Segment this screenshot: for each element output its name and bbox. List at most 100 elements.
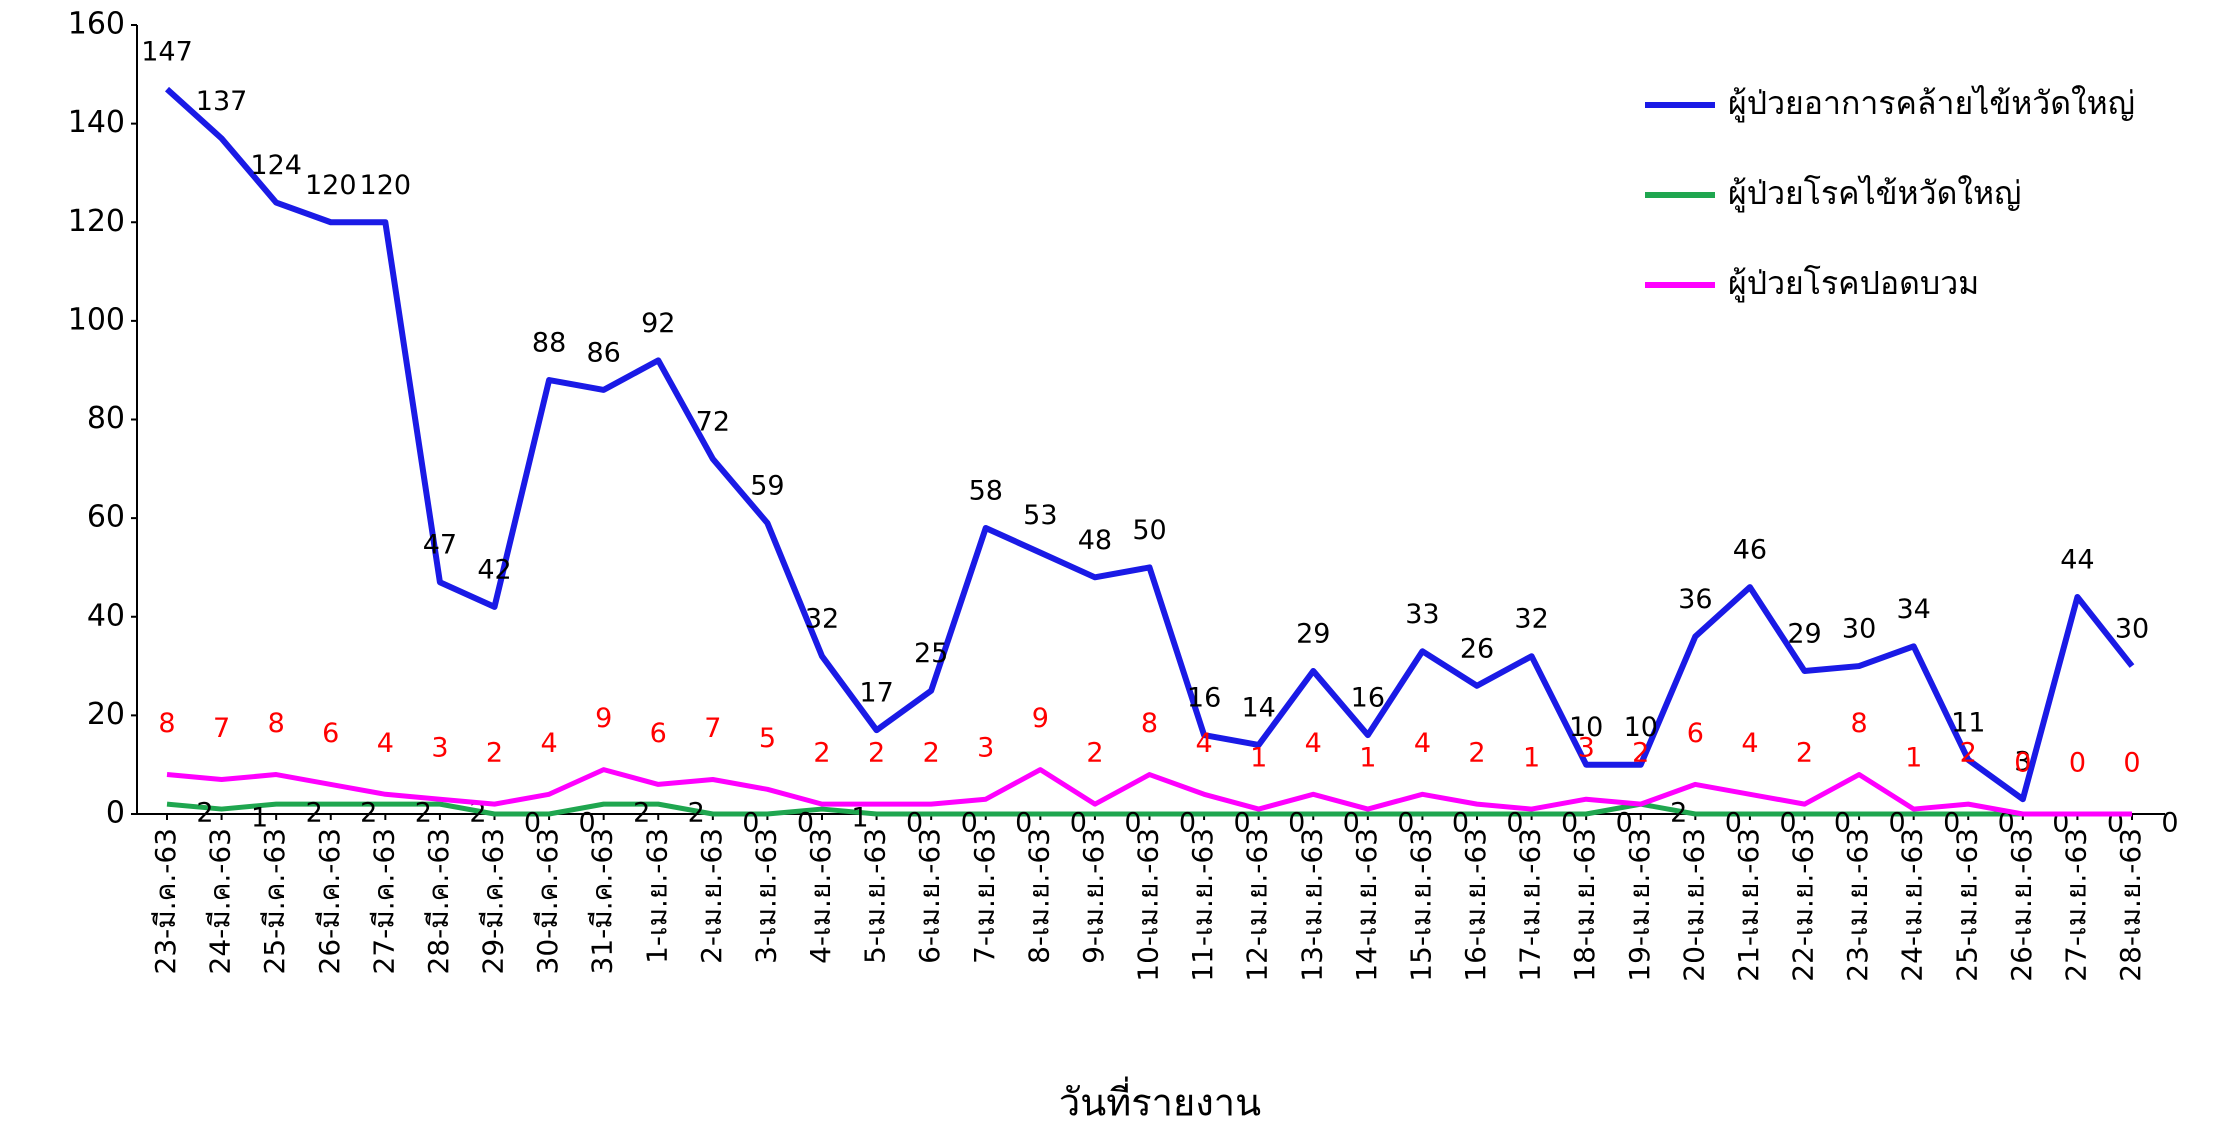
- data-label: 120: [305, 170, 357, 201]
- data-label: 2: [1670, 798, 1687, 829]
- data-label: 4: [540, 728, 557, 759]
- series-line: [166, 767, 2132, 817]
- data-label: 1: [1523, 743, 1540, 774]
- y-tick-label: 60: [87, 500, 125, 535]
- x-tick-label: 15-เม.ย.-63: [1404, 828, 1437, 982]
- data-label: 88: [532, 328, 566, 359]
- data-label: 0: [1888, 808, 1905, 839]
- data-label: 8: [158, 708, 175, 739]
- data-label: 6: [322, 718, 339, 749]
- x-tick-label: 17-เม.ย.-63: [1514, 828, 1547, 982]
- data-label: 0: [1179, 808, 1196, 839]
- data-label: 2: [306, 798, 323, 829]
- data-label: 0: [906, 808, 923, 839]
- data-label: 2: [688, 798, 705, 829]
- data-label: 4: [1305, 728, 1322, 759]
- x-tick-label: 20-เม.ย.-63: [1677, 828, 1710, 982]
- data-label: 8: [268, 708, 285, 739]
- data-label: 0: [1015, 808, 1032, 839]
- data-label: 2: [813, 738, 830, 769]
- data-label: 1: [1905, 743, 1922, 774]
- data-label: 137: [196, 86, 248, 117]
- x-tick-label: 28-เม.ย.-63: [2114, 828, 2147, 982]
- data-label: 2: [1632, 738, 1649, 769]
- data-label: 2: [1796, 738, 1813, 769]
- x-tick-label: 27-มี.ค.-63: [367, 828, 400, 974]
- data-label: 3: [2014, 747, 2031, 778]
- data-label: 0: [1834, 808, 1851, 839]
- data-label: 0: [1561, 808, 1578, 839]
- x-tick-label: 3-เม.ย.-63: [749, 828, 782, 964]
- data-label: 0: [1506, 808, 1523, 839]
- data-label: 33: [1405, 599, 1439, 630]
- data-label: 14: [1241, 692, 1275, 723]
- data-label: 72: [696, 406, 730, 437]
- x-tick-label: 27-เม.ย.-63: [2059, 828, 2092, 982]
- data-label: 92: [641, 308, 675, 339]
- x-tick-label: 1-เม.ย.-63: [640, 828, 673, 964]
- data-label: 0: [2123, 748, 2140, 779]
- data-label: 2: [196, 798, 213, 829]
- data-label: 2: [633, 798, 650, 829]
- y-tick-label: 40: [87, 598, 125, 633]
- x-tick-label: 23-เม.ย.-63: [1841, 828, 1874, 982]
- data-label: 0: [1288, 808, 1305, 839]
- data-label: 10: [1569, 712, 1603, 743]
- data-label: 3: [1578, 733, 1595, 764]
- x-tick-label: 30-มี.ค.-63: [531, 828, 564, 974]
- data-label: 30: [1842, 614, 1876, 645]
- data-label: 42: [477, 554, 511, 585]
- data-label: 0: [2014, 748, 2031, 779]
- x-tick-label: 23-มี.ค.-63: [149, 828, 182, 974]
- x-tick-label: 21-เม.ย.-63: [1732, 828, 1765, 982]
- data-label: 2: [1960, 738, 1977, 769]
- data-label: 59: [750, 471, 784, 502]
- data-label: 0: [1779, 808, 1796, 839]
- x-tick-label: 16-เม.ย.-63: [1459, 828, 1492, 982]
- data-label: 147: [141, 37, 193, 68]
- data-label: 6: [650, 718, 667, 749]
- x-tick-label: 31-มี.ค.-63: [586, 828, 619, 974]
- data-label: 50: [1132, 515, 1166, 546]
- data-label: 4: [1741, 728, 1758, 759]
- x-tick-label: 25-มี.ค.-63: [258, 828, 291, 974]
- x-tick-label: 18-เม.ย.-63: [1568, 828, 1601, 982]
- x-tick-label: 6-เม.ย.-63: [913, 828, 946, 964]
- data-label: 6: [1687, 718, 1704, 749]
- data-label: 1: [851, 803, 868, 834]
- data-label: 0: [961, 808, 978, 839]
- data-label: 47: [423, 530, 457, 561]
- data-label: 0: [1343, 808, 1360, 839]
- data-label: 3: [977, 733, 994, 764]
- data-label: 0: [2069, 748, 2086, 779]
- data-label: 4: [377, 728, 394, 759]
- y-tick-label: 0: [106, 796, 125, 831]
- x-tick-label: 5-เม.ย.-63: [859, 828, 892, 964]
- data-label: 17: [859, 678, 893, 709]
- data-label: 9: [1032, 703, 1049, 734]
- data-label: 8: [1141, 708, 1158, 739]
- data-label: 53: [1023, 500, 1057, 531]
- x-tick-label: 10-เม.ย.-63: [1132, 828, 1165, 982]
- data-label: 120: [360, 170, 412, 201]
- data-label: 29: [1296, 618, 1330, 649]
- data-label: 2: [868, 738, 885, 769]
- data-label: 16: [1351, 683, 1385, 714]
- data-label: 0: [742, 808, 759, 839]
- x-tick-label: 29-มี.ค.-63: [477, 828, 510, 974]
- x-axis-title: วันที่รายงาน: [1059, 1077, 1261, 1125]
- data-label: 1: [1359, 743, 1376, 774]
- data-label: 2: [360, 798, 377, 829]
- data-label: 30: [2115, 614, 2149, 645]
- data-label: 7: [213, 713, 230, 744]
- data-label: 0: [1998, 808, 2015, 839]
- x-tick-label: 7-เม.ย.-63: [968, 828, 1001, 964]
- data-label: 0: [1397, 808, 1414, 839]
- data-label: 2: [415, 798, 432, 829]
- data-label: 9: [595, 703, 612, 734]
- data-label: 0: [578, 808, 595, 839]
- y-tick-label: 100: [68, 302, 125, 337]
- legend-label: ผู้ป่วยโรคปอดบวม: [1728, 264, 1979, 303]
- data-label: 46: [1733, 535, 1767, 566]
